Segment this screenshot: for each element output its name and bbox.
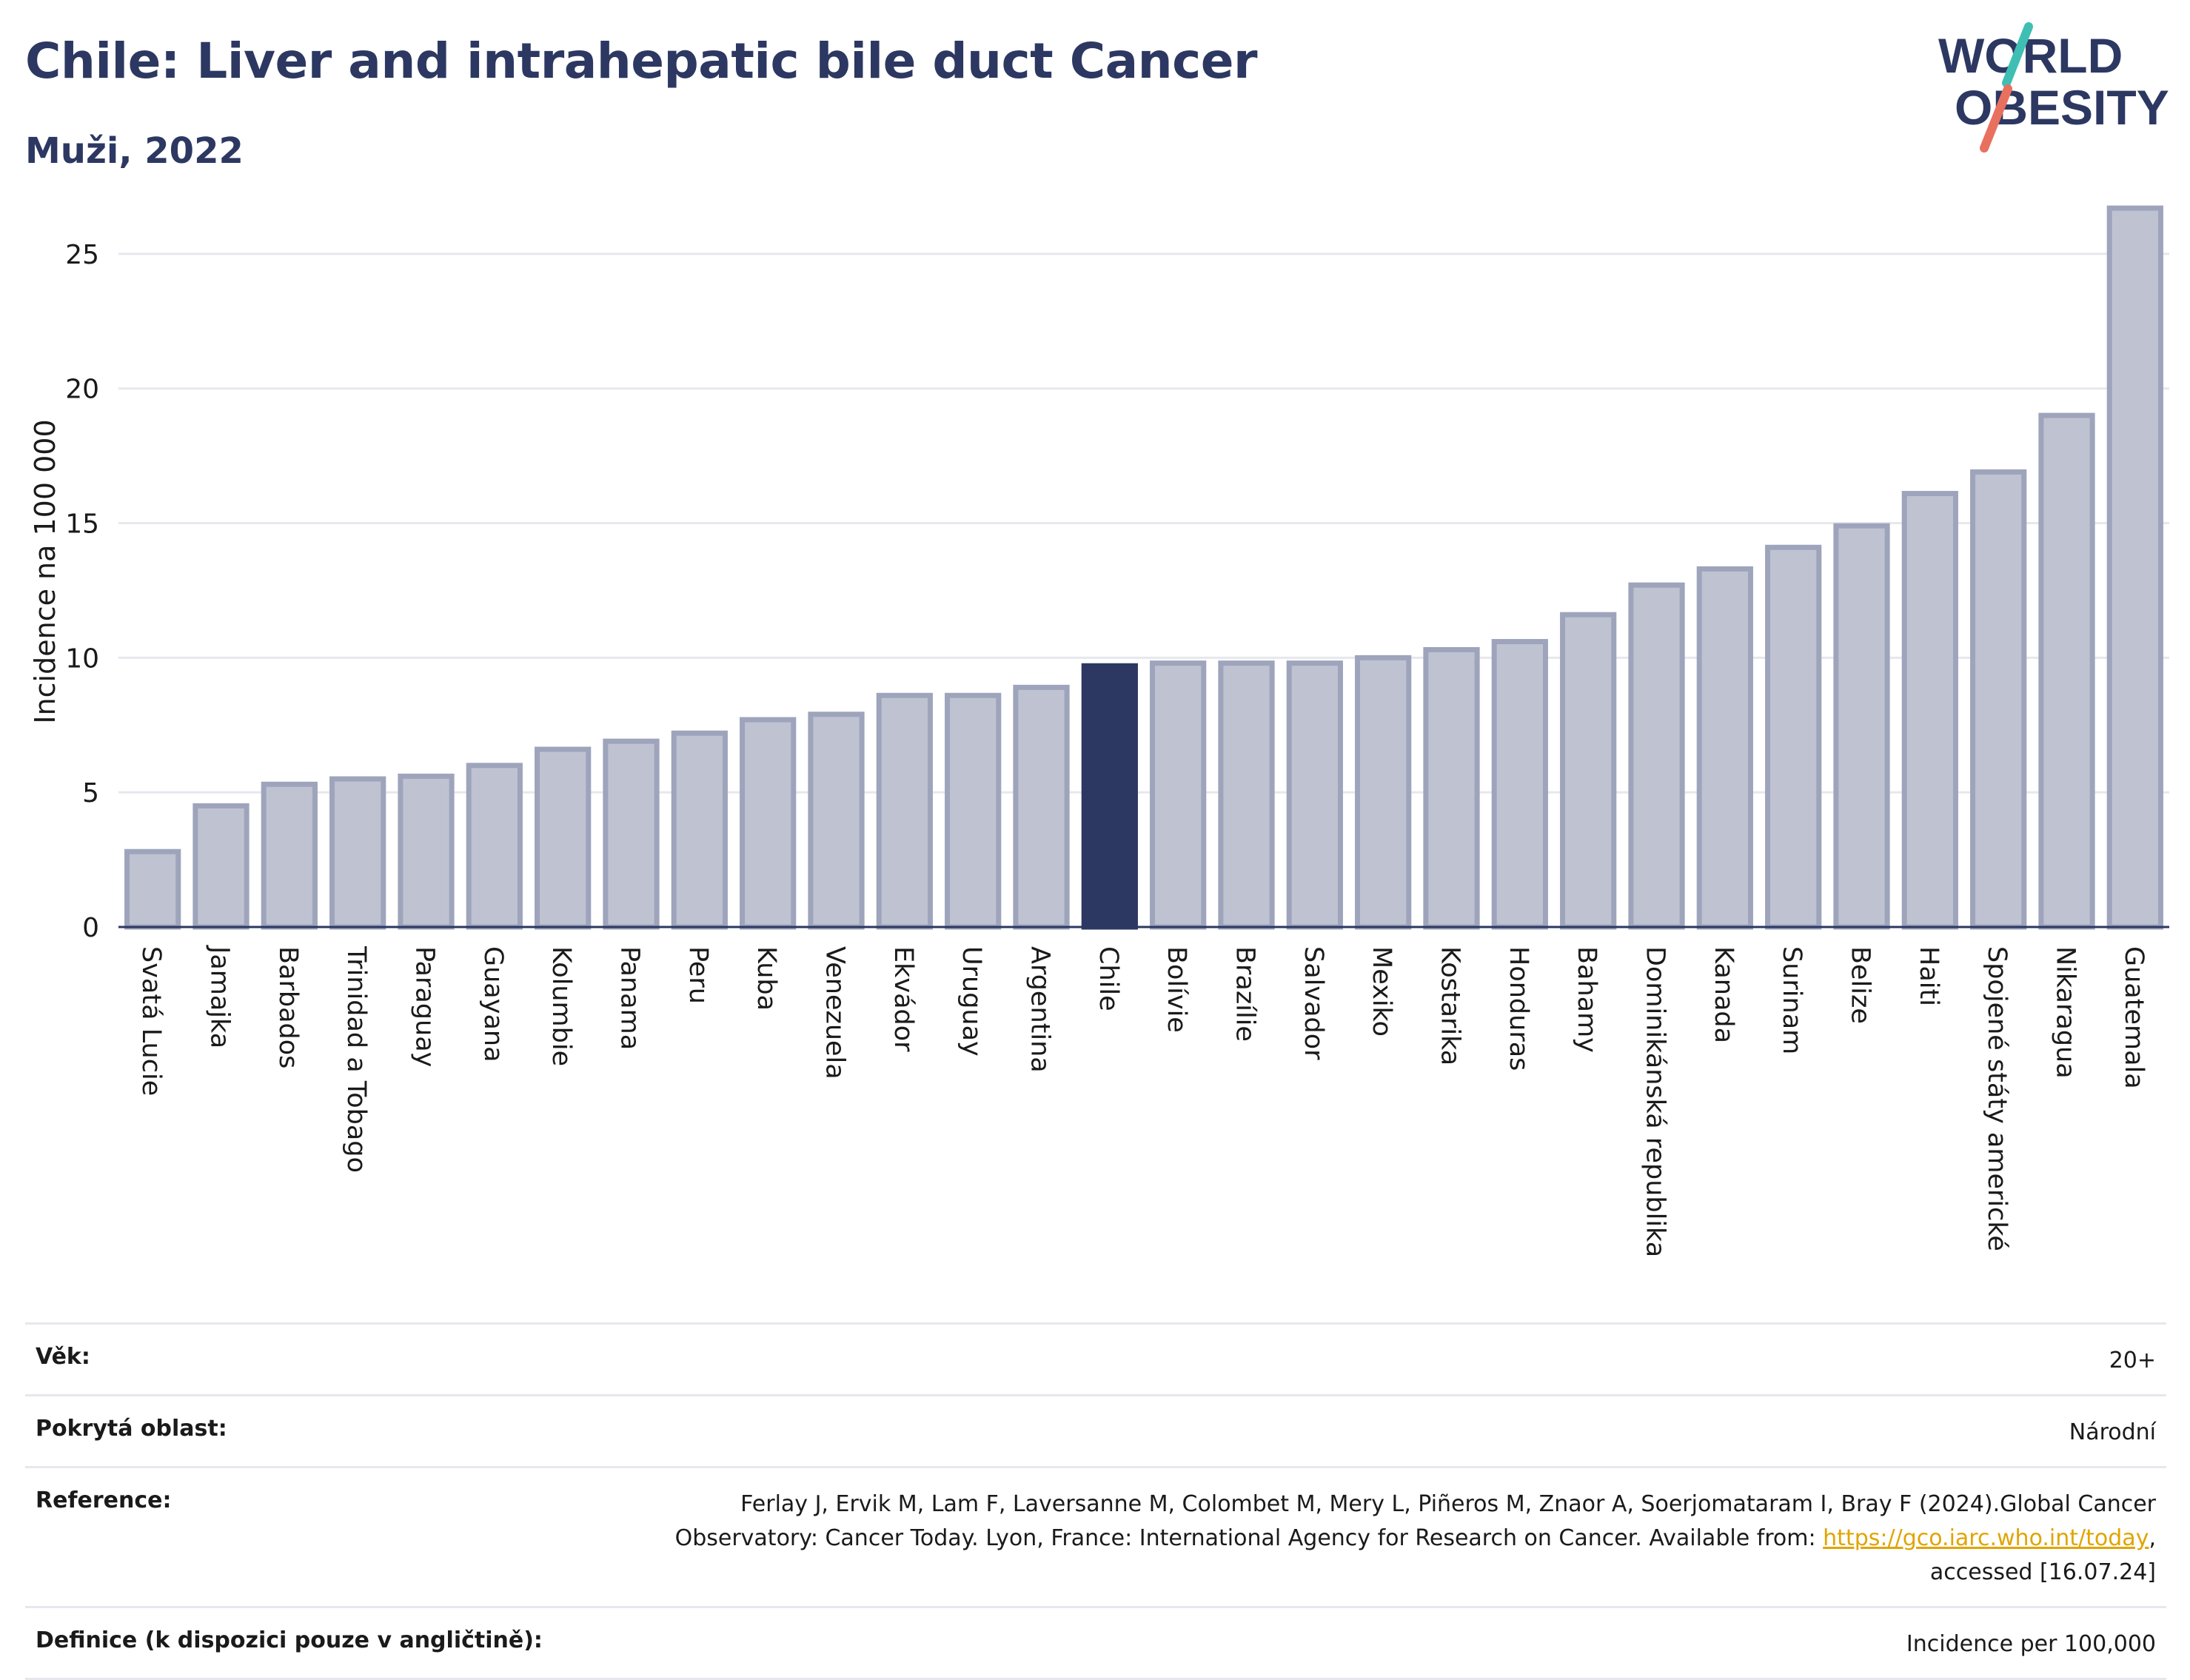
x-tick-label: Guatemala: [2119, 946, 2149, 1089]
x-tick-label: Nikaragua: [2051, 946, 2080, 1079]
x-tick-label: Paraguay: [410, 946, 440, 1067]
x-tick-label: Peru: [683, 946, 713, 1004]
bar-chart: 0 5 10 15 20 25 Svatá Lucie Jamajka Barbados Trin…: [29, 205, 2169, 1257]
bar: [124, 849, 181, 930]
bar: [671, 730, 728, 930]
bar: [1696, 566, 1753, 930]
y-tick-label: 25: [65, 240, 99, 270]
bar: [1833, 523, 1890, 930]
meta-age-value: 20+: [2109, 1348, 2156, 1373]
meta-row-definition: Definice (k dispozici pouze v angličtině…: [25, 1606, 2166, 1680]
bar: [261, 781, 318, 930]
bar-highlight: [1081, 663, 1138, 930]
bar: [466, 763, 523, 930]
meta-row-age: Věk: 20+: [25, 1322, 2166, 1394]
bar: [398, 773, 455, 930]
bar: [1765, 544, 1822, 930]
logo-slash-teal: [2002, 22, 2033, 87]
bar: [1560, 612, 1617, 930]
meta-row-area: Pokrytá oblast: Národní: [25, 1394, 2166, 1466]
meta-area-value: Národní: [2069, 1419, 2156, 1445]
reference-link[interactable]: https://gco.iarc.who.int/today: [1823, 1525, 2149, 1551]
logo-slash-coral: [1980, 84, 2012, 153]
x-tick-label: Salvador: [1299, 946, 1328, 1060]
axes: 0 5 10 15 20 25 Svatá Lucie Jamajka Barbados Trin…: [65, 240, 2169, 1257]
y-tick-label: 15: [65, 509, 99, 540]
meta-age-label: Věk:: [36, 1344, 90, 1370]
x-tick-label: Haiti: [1914, 946, 1943, 1006]
bar: [2106, 205, 2163, 930]
chart-subtitle: Muži, 2022: [25, 130, 244, 172]
y-tick-label: 0: [82, 913, 99, 943]
bar: [1970, 469, 2027, 930]
bar: [192, 803, 250, 930]
bars: [124, 205, 2163, 930]
gridlines: [118, 252, 2169, 794]
bar: [876, 692, 933, 930]
x-tick-label: Dominikánská republika: [1641, 946, 1670, 1257]
meta-area-label: Pokrytá oblast:: [36, 1416, 227, 1442]
x-tick-label: Bolívie: [1162, 946, 1191, 1033]
x-tick-label: Svatá Lucie: [136, 946, 166, 1096]
meta-definition-value: Incidence per 100,000: [1906, 1631, 2156, 1657]
metadata-table: Věk: 20+ Pokrytá oblast: Národní Referen…: [25, 1322, 2166, 1680]
x-tick-label: Chile: [1094, 946, 1123, 1011]
x-tick-label: Jamajka: [205, 945, 235, 1048]
x-tick-label: Kolumbie: [546, 946, 576, 1066]
reference-line-2-end: ,: [2149, 1525, 2156, 1551]
x-tick-label: Trinidad a Tobago: [341, 946, 371, 1173]
x-tick-label: Ekvádor: [888, 946, 918, 1052]
bar: [2038, 412, 2095, 930]
bar: [740, 717, 797, 930]
bar: [1286, 660, 1343, 930]
bar: [1628, 582, 1685, 930]
x-tick-label: Argentina: [1025, 946, 1055, 1073]
bar: [1491, 639, 1548, 930]
meta-reference-value: Ferlay J, Ervik M, Lam F, Laversanne M, …: [675, 1487, 2156, 1590]
meta-reference-label: Reference:: [36, 1487, 172, 1513]
bar: [1901, 491, 1958, 930]
bar: [1355, 655, 1412, 930]
bar: [329, 776, 386, 930]
reference-line-3: accessed [16.07.24]: [1929, 1559, 2156, 1585]
x-tick-label: Brazílie: [1230, 946, 1260, 1042]
y-axis-label: Incidence na 100 000: [29, 419, 61, 723]
x-tick-label: Kanada: [1709, 946, 1738, 1043]
x-tick-label: Barbados: [273, 946, 303, 1068]
bar: [1150, 660, 1207, 930]
x-tick-label: Guayana: [478, 946, 508, 1062]
x-tick-label: Bahamy: [1572, 946, 1601, 1053]
chart-title: Chile: Liver and intrahepatic bile duct …: [25, 33, 1258, 90]
x-tick-label: Kuba: [751, 946, 781, 1011]
reference-line-1: Ferlay J, Ervik M, Lam F, Laversanne M, …: [740, 1491, 2156, 1517]
bar: [1013, 684, 1070, 930]
bar: [808, 712, 865, 930]
y-tick-label: 5: [82, 778, 99, 809]
bar: [535, 746, 592, 930]
x-tick-label: Kostarika: [1436, 946, 1465, 1065]
x-tick-label: Mexiko: [1367, 946, 1396, 1037]
bar: [1218, 660, 1275, 930]
meta-row-reference: Reference: Ferlay J, Ervik M, Lam F, Lav…: [25, 1466, 2166, 1606]
x-tick-label: Honduras: [1504, 946, 1533, 1071]
y-tick-label: 20: [65, 375, 99, 405]
x-tick-label: Venezuela: [820, 946, 850, 1080]
x-tick-label: Surinam: [1777, 946, 1806, 1054]
x-tick-label: Spojené státy americké: [1982, 946, 2012, 1251]
bar: [1423, 646, 1480, 930]
bar: [603, 738, 660, 930]
reference-line-2: Observatory: Cancer Today. Lyon, France:…: [674, 1525, 1824, 1551]
x-tick-label: Panama: [615, 946, 645, 1050]
meta-definition-label: Definice (k dispozici pouze v angličtině…: [36, 1627, 543, 1653]
bar: [945, 692, 1002, 930]
x-tick-label: Belize: [1846, 946, 1875, 1024]
y-tick-label: 10: [65, 643, 99, 674]
world-obesity-logo[interactable]: WORLD OBESITY: [1925, 22, 2177, 163]
logo-text-world: WORLD: [1938, 28, 2123, 83]
x-tick-label: Uruguay: [957, 946, 986, 1057]
